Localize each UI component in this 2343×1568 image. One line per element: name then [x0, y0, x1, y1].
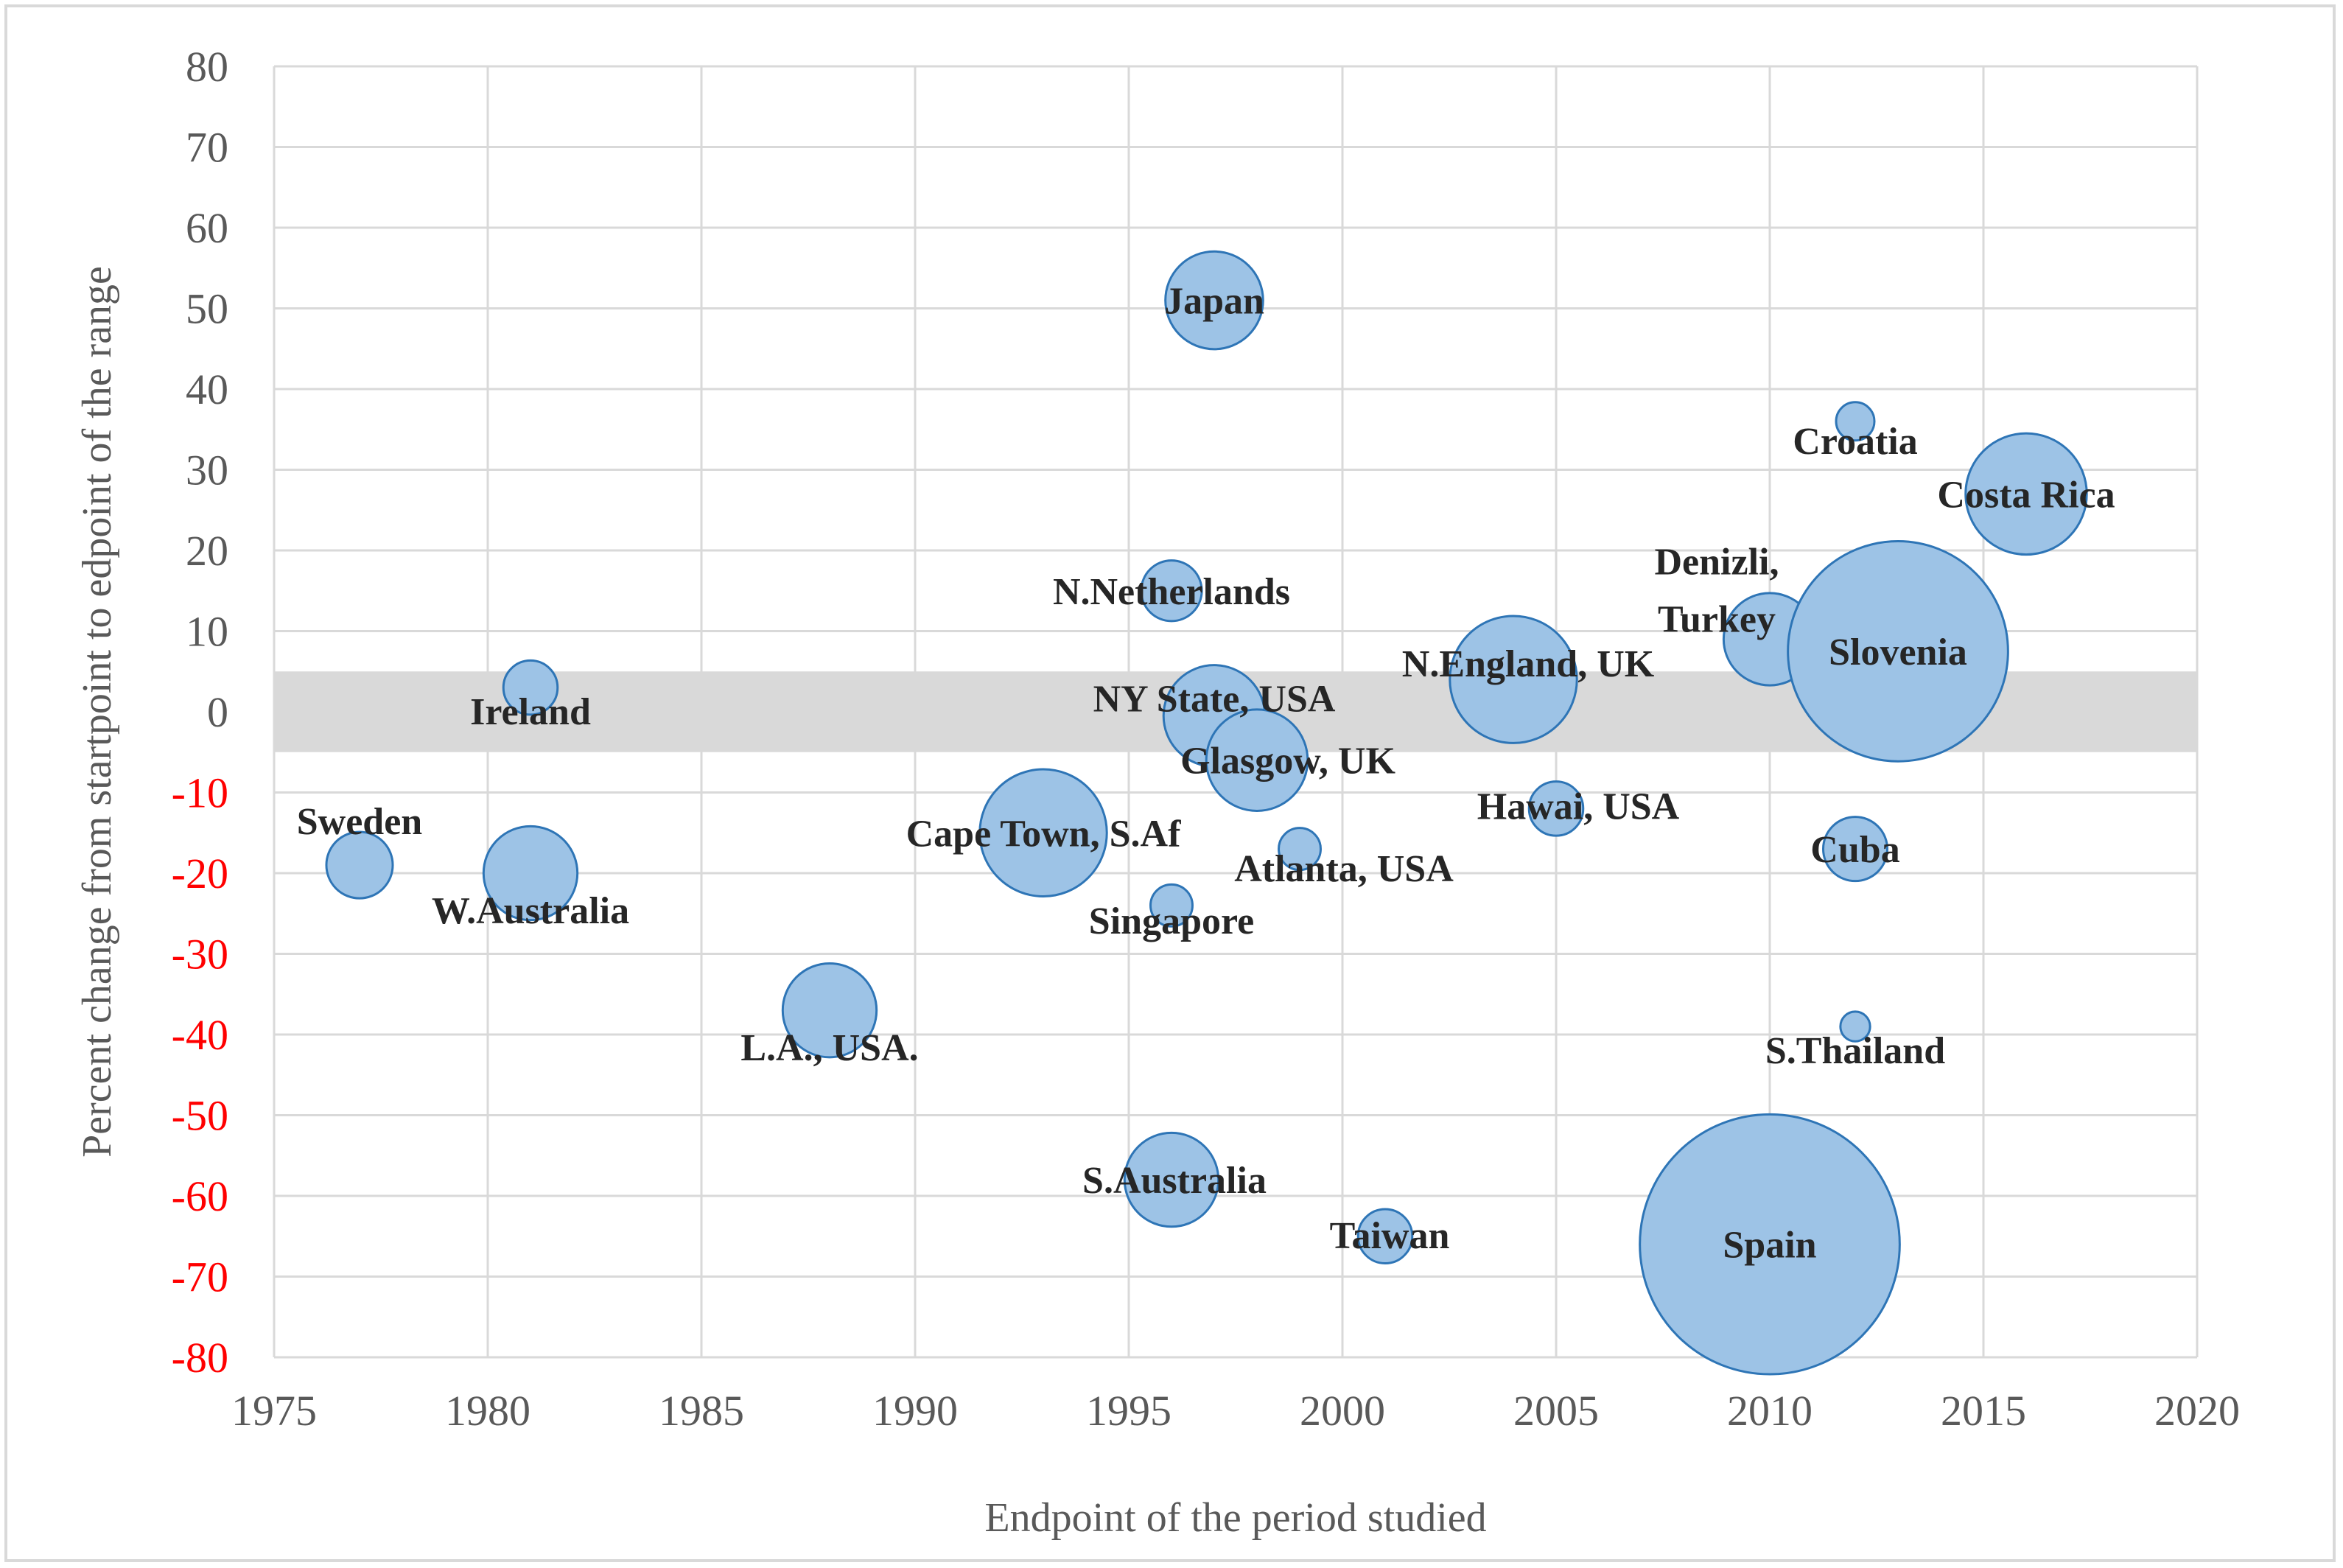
bubble-label: N.England, UK — [1402, 643, 1655, 685]
bubble-label: S.Thailand — [1765, 1030, 1945, 1072]
bubble-n-netherlands — [1140, 559, 1203, 623]
bubble-ireland — [502, 659, 559, 716]
x-tick-label: 1995 — [1086, 1387, 1172, 1435]
y-tick-label: 70 — [186, 124, 228, 172]
bubble-label: Cuba — [1810, 829, 1899, 871]
bubble-croatia — [1835, 401, 1876, 442]
bubble-chart: Japan Croatia Costa Rica N.Netherlands Deniz… — [74, 43, 2240, 1541]
bubble-sweden — [325, 830, 394, 900]
bubble-s-australia — [1123, 1131, 1220, 1228]
y-tick-label: 20 — [186, 527, 228, 575]
y-tick-label: 40 — [186, 365, 228, 413]
x-tick-label: 2000 — [1300, 1387, 1385, 1435]
bubble-s-thailand — [1839, 1010, 1871, 1043]
bubble-label: Singapore — [1089, 900, 1254, 942]
bubble-label: NY State, USA — [1093, 678, 1336, 720]
y-tick-label: 10 — [186, 608, 228, 656]
bubble-label: Hawai, USA — [1477, 785, 1680, 827]
bubble-singapore — [1149, 883, 1194, 928]
bubble-l-a-usa — [781, 962, 878, 1059]
bubbles — [325, 250, 2088, 1376]
y-tick-label: -60 — [172, 1172, 228, 1220]
y-tick-label: 30 — [186, 447, 228, 494]
bubble-label: Croatia — [1793, 421, 1917, 463]
y-tick-label: 60 — [186, 204, 228, 252]
bubble-label: Costa Rica — [1937, 474, 2115, 516]
bubble-label: Ireland — [470, 691, 591, 733]
bubble-label: Japan — [1164, 281, 1264, 323]
tick-labels: 1975 1980 1985 1990 1995 2000 2005 2010 2015 2020… — [172, 43, 2240, 1435]
y-tick-label: -40 — [172, 1011, 228, 1059]
y-tick-label: -70 — [172, 1253, 228, 1301]
y-tick-label: 80 — [186, 43, 228, 91]
bubble-label: W.Australia — [432, 890, 629, 932]
bubble-costa-rica — [1964, 432, 2088, 556]
x-tick-label: 2005 — [1513, 1387, 1599, 1435]
bubble-label: Turkey — [1658, 598, 1776, 640]
x-tick-label: 1985 — [659, 1387, 744, 1435]
x-tick-label: 2010 — [1727, 1387, 1813, 1435]
y-tick-label: -20 — [172, 850, 228, 897]
y-tick-label: -10 — [172, 769, 228, 817]
y-tick-label: -50 — [172, 1092, 228, 1140]
x-axis-title: Endpoint of the period studied — [984, 1495, 1486, 1541]
y-tick-label: -80 — [172, 1334, 228, 1382]
bubble-hawai-usa — [1527, 780, 1585, 837]
x-tick-label: 2020 — [2154, 1387, 2240, 1435]
bubble-label: N.Netherlands — [1053, 571, 1290, 613]
bubble-atlanta-usa — [1278, 827, 1322, 872]
bubble-label: L.A., USA. — [740, 1027, 918, 1069]
bubble-label: Glasgow, UK — [1180, 741, 1395, 783]
bubble-label: Denizli, — [1655, 541, 1779, 583]
bubble-cuba — [1821, 816, 1889, 883]
y-tick-label: -30 — [172, 931, 228, 979]
x-tick-label: 2015 — [1941, 1387, 2026, 1435]
bubble-labels: Japan Croatia Costa Rica N.Netherlands Deniz… — [297, 281, 2115, 1267]
x-tick-label: 1975 — [231, 1387, 317, 1435]
bubble-label: Cape Town, S.Af — [906, 813, 1181, 855]
y-tick-label: 0 — [207, 688, 228, 736]
bubble-w-australia — [482, 825, 579, 922]
bubble-n-england-uk — [1449, 615, 1578, 744]
chart-frame: Japan Croatia Costa Rica N.Netherlands Deniz… — [4, 4, 2336, 1562]
bubble-taiwan — [1356, 1208, 1414, 1265]
bubble-slovenia — [1787, 540, 2009, 763]
bubble-spain — [1639, 1113, 1901, 1376]
x-tick-label: 1980 — [445, 1387, 530, 1435]
bubble-label: Taiwan — [1330, 1215, 1450, 1257]
bubble-label: Spain — [1723, 1225, 1816, 1267]
bubble-japan — [1164, 250, 1264, 351]
bubble-cape-town-s-af — [978, 768, 1108, 897]
bubble-label: Sweden — [297, 801, 423, 843]
bubble-label: Atlanta, USA — [1234, 848, 1454, 890]
bubble-glasgow-uk — [1205, 708, 1309, 812]
y-axis-title: Percent change from startpoint to edpoin… — [74, 266, 120, 1158]
bubble-label: Slovenia — [1829, 631, 1967, 673]
x-tick-label: 1990 — [872, 1387, 958, 1435]
y-tick-label: 50 — [186, 285, 228, 333]
bubble-label: S.Australia — [1082, 1160, 1267, 1202]
